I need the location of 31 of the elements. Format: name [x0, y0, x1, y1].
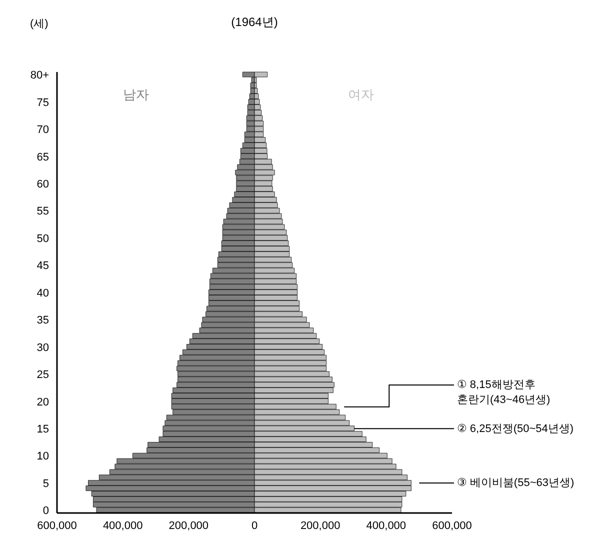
y-tick-label: 65 [36, 151, 49, 164]
x-tick-label: 200,000 [168, 520, 209, 532]
x-tick-label: 600,000 [432, 520, 472, 532]
text: 여자 [348, 86, 374, 104]
x-tick-label: 400,000 [102, 520, 143, 532]
y-tick-label: 0 [42, 505, 49, 518]
annotation: ② 6,25전쟁(50~54년생) [457, 422, 574, 437]
y-tick-label: 40 [36, 287, 49, 300]
text: 남자 [123, 86, 149, 104]
y-tick-label: 30 [36, 342, 49, 354]
y-axis-title: (세) [30, 17, 48, 31]
y-tick-label: 20 [36, 396, 49, 408]
y-tick-label: 25 [36, 369, 49, 382]
x-tick-label: 0 [251, 520, 258, 532]
y-tick-label: 15 [36, 424, 49, 436]
x-tick-label: 200,000 [300, 520, 340, 532]
y-tick-label: 75 [36, 96, 49, 109]
y-tick-label: 5 [42, 478, 49, 490]
y-tick-label: 35 [36, 314, 49, 327]
y-tick-label: 55 [36, 206, 49, 218]
y-tick-label: 60 [36, 178, 49, 191]
y-tick-label: 80+ [30, 70, 49, 82]
text: ① 8,15해방전후 혼란기(43~46년생) [457, 378, 550, 408]
y-tick-label: 45 [36, 260, 49, 272]
chart-title: (1964년) [230, 14, 279, 31]
x-tick-label: 400,000 [366, 520, 406, 532]
y-tick-label: 50 [36, 232, 49, 245]
y-tick-label: 70 [36, 124, 49, 136]
text: ③ 베이비붐(55~63년생) [457, 476, 574, 492]
y-tick-label: 10 [36, 450, 49, 463]
x-tick-label: 600,000 [37, 520, 77, 532]
